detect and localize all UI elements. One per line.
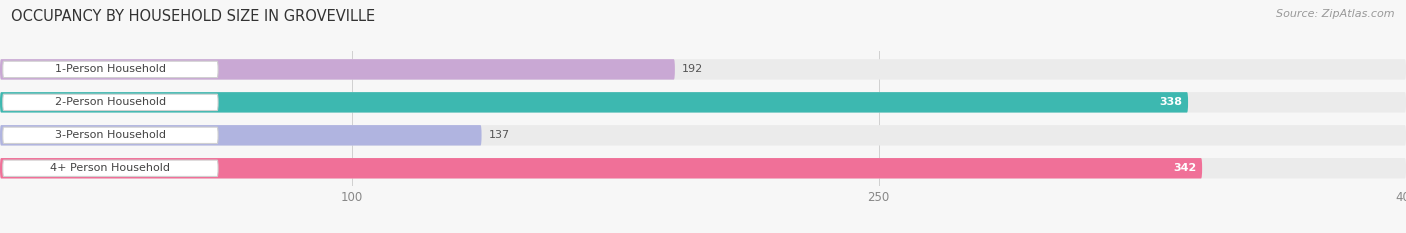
FancyBboxPatch shape: [0, 158, 1202, 178]
Text: 137: 137: [488, 130, 509, 140]
Text: 342: 342: [1174, 163, 1197, 173]
Text: 4+ Person Household: 4+ Person Household: [51, 163, 170, 173]
FancyBboxPatch shape: [0, 125, 481, 146]
Text: Source: ZipAtlas.com: Source: ZipAtlas.com: [1277, 9, 1395, 19]
FancyBboxPatch shape: [3, 61, 218, 78]
FancyBboxPatch shape: [3, 160, 218, 176]
Text: 338: 338: [1160, 97, 1182, 107]
FancyBboxPatch shape: [3, 94, 218, 110]
FancyBboxPatch shape: [0, 158, 1406, 178]
Text: 1-Person Household: 1-Person Household: [55, 64, 166, 74]
FancyBboxPatch shape: [0, 92, 1406, 113]
Text: 192: 192: [682, 64, 703, 74]
Text: OCCUPANCY BY HOUSEHOLD SIZE IN GROVEVILLE: OCCUPANCY BY HOUSEHOLD SIZE IN GROVEVILL…: [11, 9, 375, 24]
FancyBboxPatch shape: [0, 125, 1406, 146]
FancyBboxPatch shape: [3, 127, 218, 144]
Text: 3-Person Household: 3-Person Household: [55, 130, 166, 140]
FancyBboxPatch shape: [0, 59, 1406, 80]
Text: 2-Person Household: 2-Person Household: [55, 97, 166, 107]
FancyBboxPatch shape: [0, 59, 675, 80]
FancyBboxPatch shape: [0, 92, 1188, 113]
